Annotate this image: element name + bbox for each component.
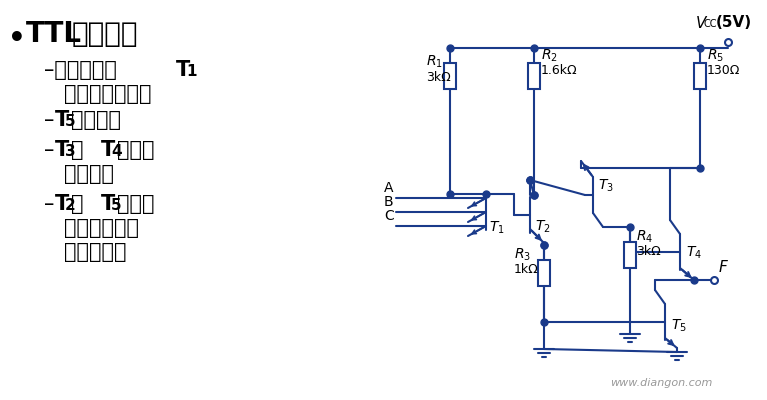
Text: 输入信号。: 输入信号。 xyxy=(64,242,127,262)
Text: $T_3$: $T_3$ xyxy=(598,178,614,194)
Text: •: • xyxy=(8,25,26,53)
Text: $F$: $F$ xyxy=(718,259,729,275)
Text: T: T xyxy=(176,60,190,80)
Text: $R_1$: $R_1$ xyxy=(426,54,443,70)
Bar xyxy=(624,242,636,268)
Text: $T_4$: $T_4$ xyxy=(686,245,702,262)
Text: 负载提供反相: 负载提供反相 xyxy=(64,218,139,238)
Text: C: C xyxy=(384,209,393,223)
Text: 3kΩ: 3kΩ xyxy=(426,71,451,84)
Bar xyxy=(444,63,456,89)
Text: 4: 4 xyxy=(111,144,122,159)
Text: 1.6kΩ: 1.6kΩ xyxy=(541,64,578,77)
Text: $T_5$: $T_5$ xyxy=(671,318,687,334)
Text: $R_4$: $R_4$ xyxy=(636,229,653,245)
Text: 5: 5 xyxy=(65,114,76,129)
Text: $R_5$: $R_5$ xyxy=(707,48,724,64)
Text: 1kΩ: 1kΩ xyxy=(514,263,538,276)
Text: $T_1$: $T_1$ xyxy=(489,220,505,236)
Text: 和: 和 xyxy=(71,140,84,160)
Text: (5V): (5V) xyxy=(716,15,752,30)
Text: T: T xyxy=(101,140,115,160)
Text: 5: 5 xyxy=(111,198,122,213)
Text: 给: 给 xyxy=(71,194,84,214)
Bar xyxy=(528,63,540,89)
Text: A: A xyxy=(384,181,393,195)
Text: 是非门: 是非门 xyxy=(117,140,154,160)
Text: 3: 3 xyxy=(65,144,76,159)
Text: 是非门。: 是非门。 xyxy=(71,110,121,130)
Text: TTL: TTL xyxy=(26,20,82,48)
Text: 1: 1 xyxy=(186,64,196,79)
Text: B: B xyxy=(384,195,393,209)
Text: 与非门：: 与非门： xyxy=(72,20,139,48)
Bar xyxy=(694,63,706,89)
Text: 实现与门功能。: 实现与门功能。 xyxy=(64,84,152,104)
Bar xyxy=(538,260,550,286)
Text: 3kΩ: 3kΩ xyxy=(636,245,660,258)
Text: CC: CC xyxy=(703,19,716,29)
Text: 2: 2 xyxy=(65,198,76,213)
Text: –: – xyxy=(44,194,54,214)
Text: –多发射极管: –多发射极管 xyxy=(44,60,117,80)
Text: T: T xyxy=(55,140,69,160)
Text: 的负载。: 的负载。 xyxy=(64,164,114,184)
Text: T: T xyxy=(101,194,115,214)
Text: T: T xyxy=(55,194,69,214)
Text: $R_3$: $R_3$ xyxy=(514,247,531,264)
Text: $R_2$: $R_2$ xyxy=(541,48,558,64)
Text: www.diangon.com: www.diangon.com xyxy=(610,378,713,388)
Text: 130Ω: 130Ω xyxy=(707,64,740,77)
Text: –: – xyxy=(44,110,54,130)
Text: –: – xyxy=(44,140,54,160)
Text: $T_2$: $T_2$ xyxy=(535,219,551,235)
Text: 和它的: 和它的 xyxy=(117,194,154,214)
Text: T: T xyxy=(55,110,69,130)
Text: $V$: $V$ xyxy=(695,15,708,31)
